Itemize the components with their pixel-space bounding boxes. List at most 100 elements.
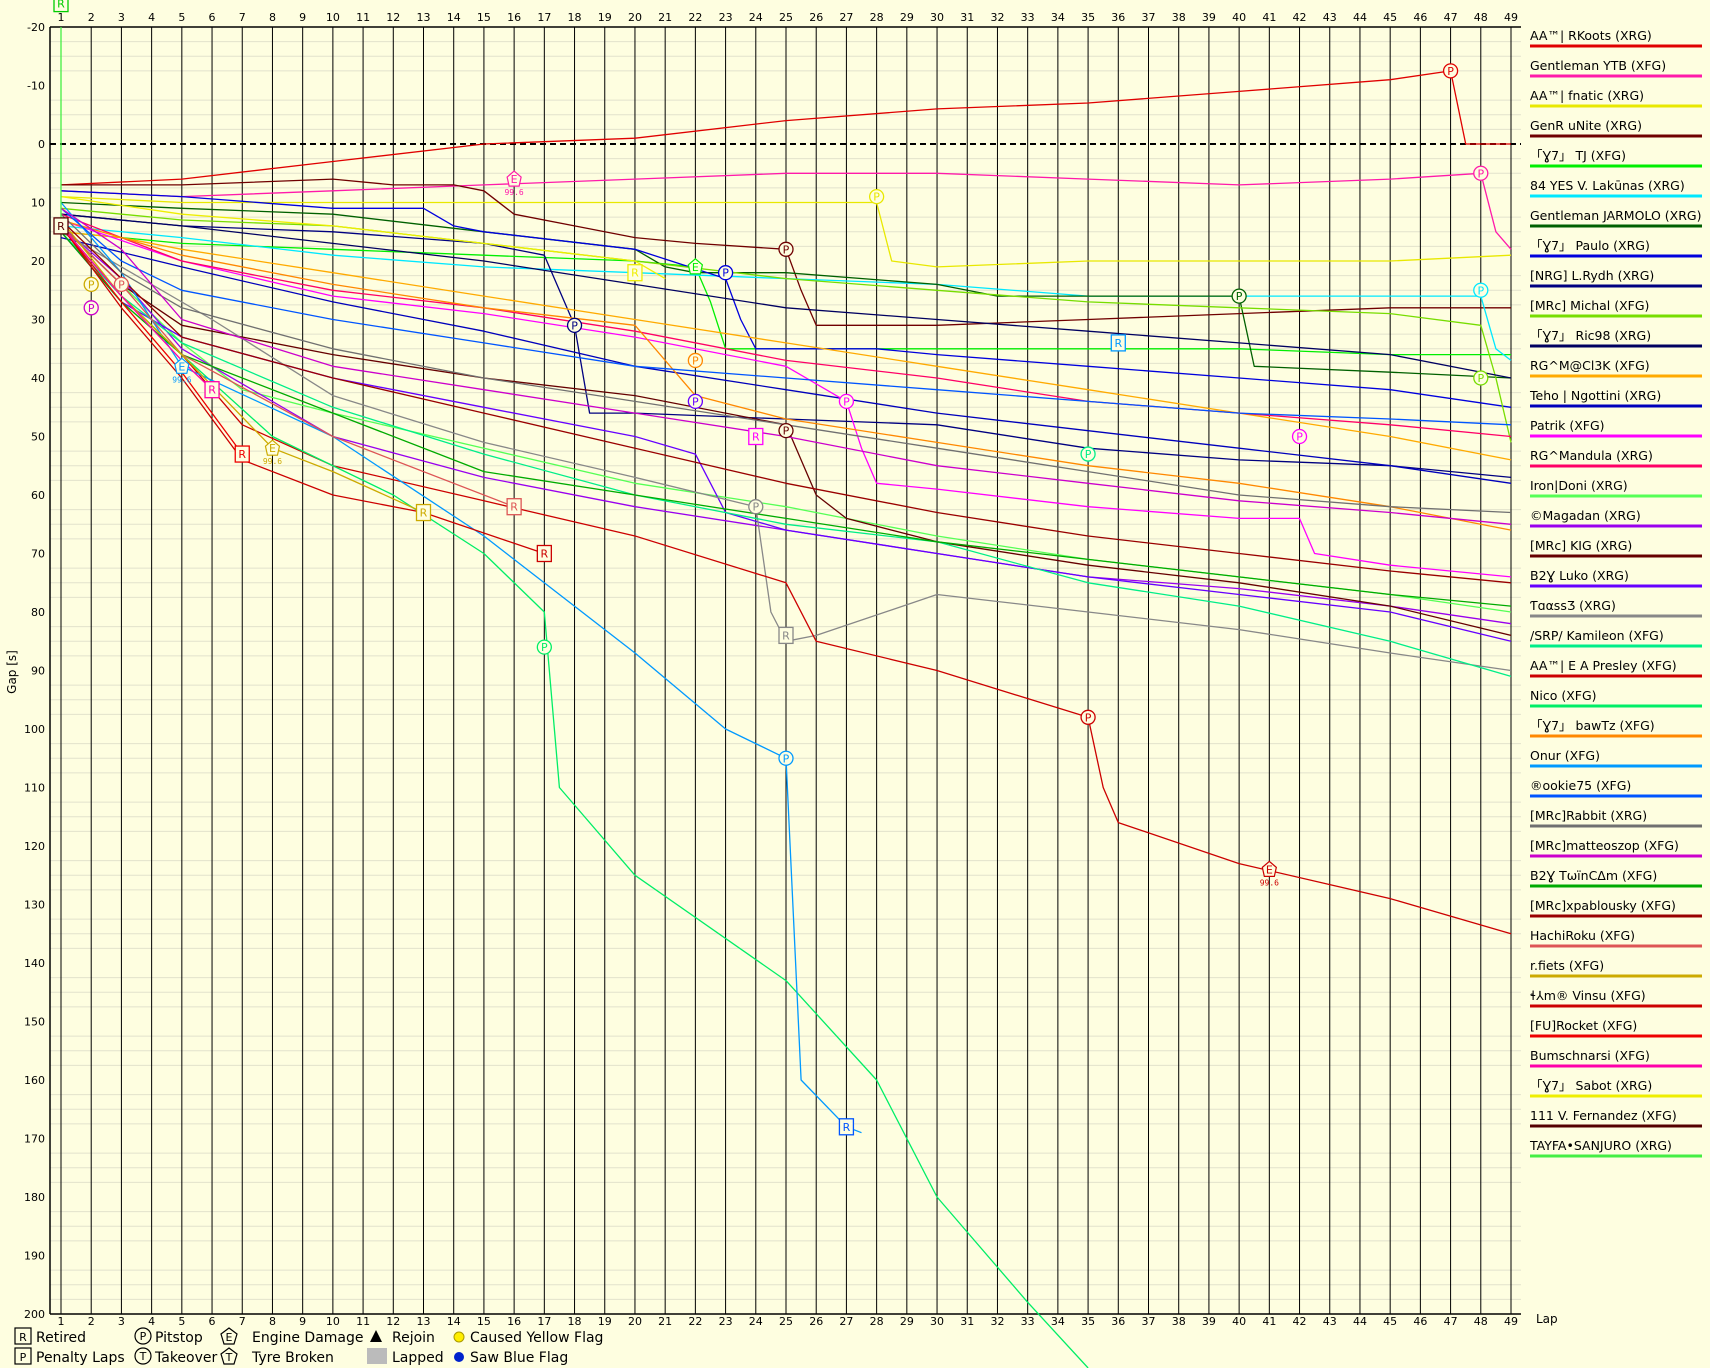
x-tick-label-top: 15 bbox=[477, 11, 491, 24]
event-marker-symbol: R bbox=[631, 267, 639, 280]
legend-item: ɬ⅄m® Vinsu (XFG) bbox=[1530, 988, 1702, 1008]
engine-damage-shape bbox=[174, 357, 190, 374]
event-marker-symbol: P bbox=[1085, 448, 1092, 461]
legend-item: 84 YES V. Lakūnas (XRG) bbox=[1530, 178, 1702, 198]
event-marker-symbol: P bbox=[541, 641, 548, 654]
tyre-broken-key-symbol: T bbox=[225, 1351, 233, 1364]
event-marker-symbol: E bbox=[269, 442, 276, 455]
legend-item: [MRc]xpablousky (XFG) bbox=[1530, 898, 1702, 918]
event-marker-symbol: P bbox=[118, 278, 125, 291]
event-marker-p: P bbox=[838, 393, 855, 410]
series-line-6 bbox=[60, 201, 1512, 379]
event-marker-symbol: P bbox=[1296, 431, 1303, 444]
x-tick-label-top: 47 bbox=[1444, 11, 1458, 24]
engine-damage-key-symbol: E bbox=[226, 1331, 233, 1344]
y-tick-label: 120 bbox=[24, 840, 45, 853]
event-marker-r: R bbox=[838, 1118, 855, 1136]
takeover-key-symbol: T bbox=[139, 1350, 147, 1363]
x-tick-label-bottom: 40 bbox=[1232, 1315, 1246, 1328]
event-marker-symbol: R bbox=[57, 0, 65, 11]
x-tick-label-bottom: 15 bbox=[477, 1315, 491, 1328]
x-tick-label-top: 49 bbox=[1504, 11, 1518, 24]
event-marker-r: R bbox=[506, 498, 522, 516]
event-marker-symbol: P bbox=[1477, 284, 1484, 297]
x-tick-label-bottom: 11 bbox=[356, 1315, 370, 1328]
event-marker-symbol: P bbox=[752, 501, 759, 514]
x-tick-label-bottom: 7 bbox=[239, 1315, 246, 1328]
event-marker-e: E bbox=[687, 258, 704, 275]
event-marker-symbol: P bbox=[873, 191, 880, 204]
x-tick-label-top: 8 bbox=[269, 11, 276, 24]
legend-item: Iron|Doni (XRG) bbox=[1530, 478, 1702, 498]
legend-driver-name: [FU]Rocket (XFG) bbox=[1530, 1018, 1637, 1033]
x-tick-label-top: 25 bbox=[779, 11, 793, 24]
series-line-35 bbox=[60, 195, 666, 280]
event-marker-symbol: P bbox=[783, 243, 790, 256]
x-tick-label-top: 46 bbox=[1413, 11, 1427, 24]
series-line-1 bbox=[60, 172, 1512, 250]
retired-box bbox=[53, 217, 69, 235]
x-tick-label-bottom: 2 bbox=[88, 1315, 95, 1328]
legend-driver-name: TAYFA•SANJURO (XRG) bbox=[1529, 1138, 1672, 1153]
legend-item: [FU]Rocket (XFG) bbox=[1530, 1018, 1702, 1038]
y-tick-label: 10 bbox=[31, 197, 45, 210]
event-marker-symbol: R bbox=[1114, 337, 1122, 350]
x-tick-label-bottom: 9 bbox=[299, 1315, 306, 1328]
legend-item: Onur (XFG) bbox=[1530, 748, 1702, 768]
event-marker-symbol: P bbox=[692, 354, 699, 367]
event-marker-p: P bbox=[83, 300, 99, 316]
pitstop-circle bbox=[717, 265, 734, 281]
legend-item: [MRc] Michal (XFG) bbox=[1530, 298, 1702, 318]
retired-box bbox=[748, 427, 764, 446]
takeover-key: T Takeover bbox=[134, 1347, 217, 1366]
retired-box bbox=[778, 626, 794, 645]
x-tick-labels: 1122334455667788991010111112121313141415… bbox=[58, 11, 1519, 1328]
engine-damage-shape bbox=[264, 439, 281, 456]
series-line-27 bbox=[60, 207, 1512, 525]
event-marker-r: R bbox=[627, 264, 643, 282]
legend-item: r.fiets (XFG) bbox=[1530, 958, 1702, 978]
x-tick-label-bottom: 32 bbox=[990, 1315, 1004, 1328]
x-axis-title: Lap bbox=[1536, 1312, 1558, 1326]
legend-driver-name: Iron|Doni (XRG) bbox=[1530, 478, 1628, 493]
engine-damage-label: 99.6 bbox=[172, 375, 191, 384]
x-tick-label-top: 13 bbox=[417, 11, 431, 24]
retired-key-symbol: R bbox=[19, 1331, 27, 1344]
legend-driver-name: [NRG] L.Rydh (XRG) bbox=[1530, 268, 1654, 283]
x-tick-label-bottom: 27 bbox=[839, 1315, 853, 1328]
x-tick-label-bottom: 17 bbox=[537, 1315, 551, 1328]
legend-item: Gentleman JARMOLO (XRG) bbox=[1530, 208, 1702, 228]
x-tick-label-bottom: 46 bbox=[1413, 1315, 1427, 1328]
y-tick-label: 190 bbox=[24, 1250, 45, 1263]
legend-driver-name: [MRc]matteoszop (XFG) bbox=[1530, 838, 1679, 853]
retired-box bbox=[1110, 334, 1126, 352]
y-tick-labels: -20 -10 0 10 20 30 40 50 60 70 80 90 100 110 120 130 140… bbox=[24, 21, 45, 1321]
x-tick-label-bottom: 23 bbox=[719, 1315, 733, 1328]
pitstop-circle bbox=[1473, 165, 1489, 181]
legend-item: [MRc]Rabbit (XRG) bbox=[1530, 808, 1702, 828]
pitstop-circle bbox=[1442, 63, 1459, 79]
pitstop-circle bbox=[566, 317, 583, 334]
retired-key: R Retired bbox=[14, 1327, 86, 1346]
pitstop-key-symbol: P bbox=[140, 1330, 147, 1343]
lapped-key: Lapped bbox=[367, 1348, 444, 1366]
x-tick-label-top: 28 bbox=[870, 11, 884, 24]
pitstop-circle bbox=[1231, 288, 1247, 304]
x-tick-label-top: 31 bbox=[960, 11, 974, 24]
x-tick-label-bottom: 47 bbox=[1444, 1315, 1458, 1328]
caused-yellow-flag-key: Caused Yellow Flag bbox=[453, 1330, 603, 1346]
legend-driver-name: [MRc] KIG (XRG) bbox=[1530, 538, 1632, 553]
series-line-17 bbox=[60, 225, 1512, 637]
x-tick-label-bottom: 25 bbox=[779, 1315, 793, 1328]
event-marker-p: P bbox=[868, 188, 885, 205]
event-marker-p: P bbox=[778, 241, 794, 257]
pitstop-circle bbox=[838, 393, 855, 410]
retired-box bbox=[415, 503, 432, 522]
event-marker-symbol: P bbox=[692, 395, 699, 408]
legend-driver-name: /SRP/ Kamileon (XFG) bbox=[1530, 628, 1664, 643]
event-marker-p: P bbox=[687, 352, 704, 369]
x-tick-label-top: 35 bbox=[1081, 11, 1095, 24]
penalty-laps-key-symbol: P bbox=[20, 1351, 27, 1364]
series-line-2 bbox=[60, 195, 1512, 268]
event-marker-r: R bbox=[778, 626, 794, 645]
